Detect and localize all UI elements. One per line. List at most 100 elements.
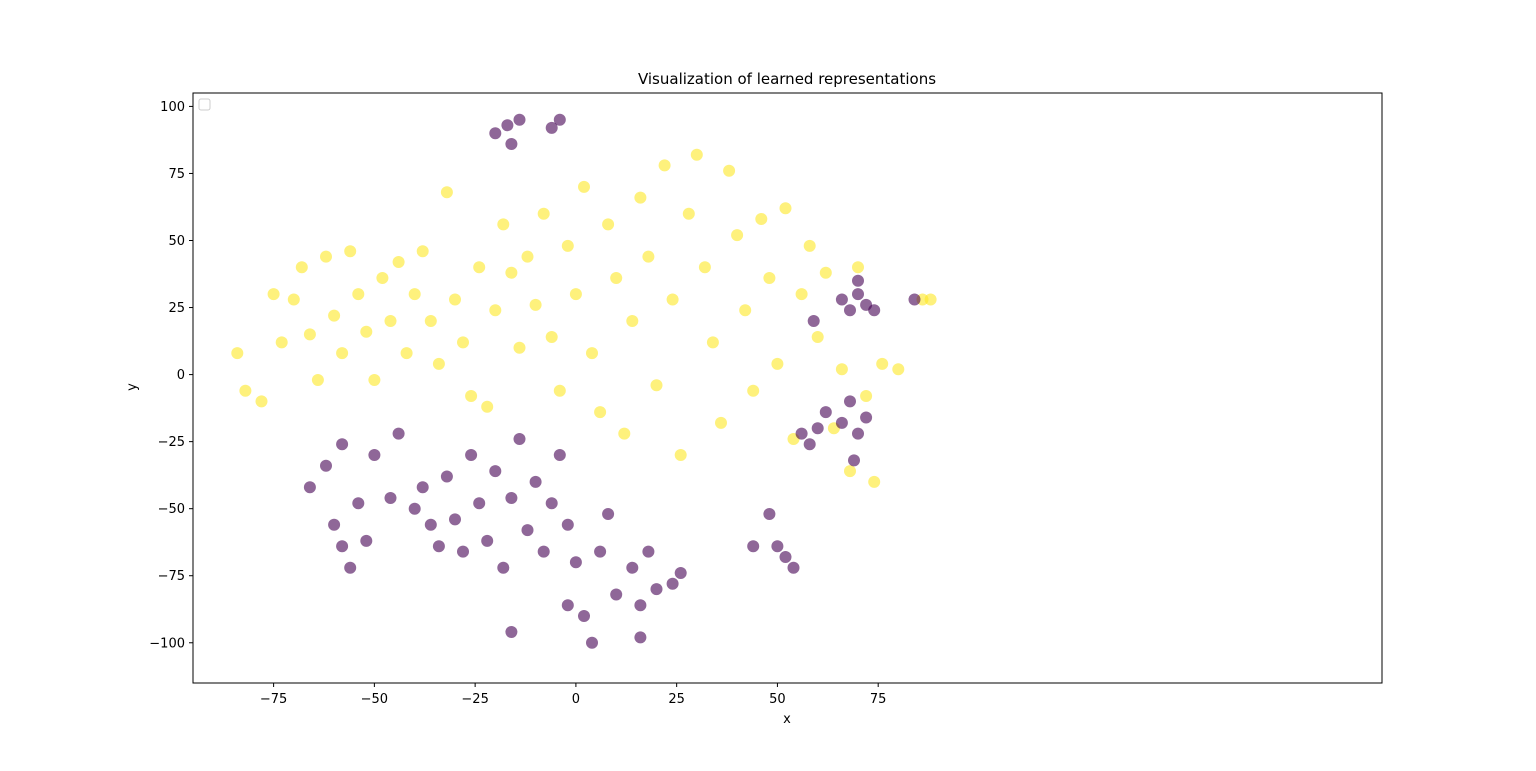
scatter-point bbox=[545, 497, 558, 510]
scatter-point bbox=[706, 336, 719, 349]
scatter-point bbox=[376, 272, 389, 284]
scatter-point bbox=[848, 454, 860, 467]
scatter-point bbox=[747, 540, 760, 553]
scatter-point bbox=[336, 438, 349, 451]
scatter-point bbox=[698, 261, 711, 274]
scatter-point bbox=[811, 422, 824, 435]
scatter-point bbox=[618, 427, 631, 440]
scatter-point bbox=[481, 534, 494, 547]
y-tick-label: 100 bbox=[160, 100, 185, 115]
scatter-point bbox=[819, 406, 832, 419]
scatter-point bbox=[473, 261, 486, 274]
y-tick-label: −25 bbox=[158, 435, 185, 450]
scatter-point bbox=[513, 341, 526, 354]
scatter-point bbox=[723, 164, 736, 177]
scatter-point bbox=[852, 427, 864, 440]
scatter-point bbox=[267, 288, 280, 301]
scatter-point bbox=[513, 113, 526, 126]
x-axis-label: x bbox=[783, 712, 791, 727]
y-tick-label: 50 bbox=[168, 234, 185, 249]
scatter-point bbox=[408, 502, 421, 515]
scatter-point bbox=[868, 475, 881, 488]
scatter-point bbox=[545, 121, 558, 134]
scatter-point bbox=[569, 556, 582, 569]
scatter-point bbox=[674, 449, 687, 461]
scatter-point bbox=[602, 218, 615, 231]
scatter-point bbox=[424, 315, 437, 327]
scatter-point bbox=[795, 427, 808, 440]
scatter-point bbox=[275, 336, 288, 349]
scatter-point bbox=[586, 636, 598, 649]
scatter-point bbox=[763, 508, 776, 520]
ticks-layer: −75 −50 −25 0 25 50 75 −100 −75 −50 −25 0 25 50 75 100 bbox=[149, 100, 886, 707]
scatter-point bbox=[457, 336, 469, 349]
scatter-point bbox=[779, 551, 792, 563]
scatter-point bbox=[892, 363, 905, 376]
scatter-point bbox=[489, 465, 502, 478]
scatter-point bbox=[360, 534, 373, 547]
scatter-point bbox=[537, 545, 550, 558]
scatter-point bbox=[690, 148, 703, 161]
legend-box bbox=[198, 98, 211, 111]
scatter-point bbox=[860, 411, 873, 424]
scatter-point bbox=[682, 207, 695, 220]
scatter-point bbox=[344, 245, 357, 258]
scatter-point bbox=[835, 416, 848, 429]
scatter-point bbox=[328, 518, 341, 531]
scatter-point bbox=[513, 433, 526, 445]
scatter-point bbox=[521, 524, 534, 537]
scatter-point bbox=[634, 599, 647, 612]
scatter-point bbox=[610, 588, 623, 601]
scatter-point bbox=[807, 315, 820, 327]
scatter-point bbox=[860, 390, 873, 402]
scatter-point bbox=[489, 127, 502, 140]
scatter-point bbox=[303, 481, 316, 494]
scatter-point bbox=[731, 229, 744, 242]
y-tick-label: −75 bbox=[158, 569, 185, 584]
x-tick-label: −75 bbox=[260, 692, 287, 707]
scatter-point bbox=[835, 293, 848, 306]
scatter-point bbox=[553, 449, 566, 461]
scatter-point bbox=[578, 180, 590, 193]
scatter-point bbox=[787, 561, 800, 574]
scatter-point bbox=[501, 119, 514, 132]
scatter-point bbox=[457, 545, 469, 558]
scatter-point bbox=[594, 406, 607, 419]
scatter-point bbox=[634, 631, 647, 644]
scatter-point bbox=[715, 416, 727, 429]
y-tick-label: −100 bbox=[149, 636, 185, 651]
scatter-point bbox=[440, 186, 453, 199]
scatter-point bbox=[852, 274, 864, 287]
scatter-point bbox=[505, 266, 518, 279]
scatter-point bbox=[521, 250, 534, 263]
scatter-point bbox=[489, 304, 502, 317]
scatter-point bbox=[771, 540, 784, 553]
scatter-point bbox=[352, 497, 365, 510]
x-tick-label: −50 bbox=[361, 692, 388, 707]
scatter-point bbox=[400, 347, 413, 360]
scatter-point bbox=[569, 288, 582, 301]
scatter-point bbox=[368, 374, 381, 386]
scatter-point bbox=[795, 288, 808, 301]
scatter-point bbox=[497, 561, 510, 574]
scatter-point bbox=[642, 250, 655, 263]
scatter-point bbox=[432, 540, 445, 553]
scatter-point bbox=[602, 508, 615, 520]
scatter-point bbox=[852, 288, 864, 301]
scatter-point bbox=[392, 256, 405, 268]
scatter-point bbox=[626, 315, 639, 327]
scatter-point bbox=[610, 272, 623, 284]
scatter-point bbox=[650, 379, 663, 392]
scatter-point bbox=[634, 191, 647, 204]
scatter-point bbox=[561, 518, 574, 531]
scatter-point bbox=[658, 159, 671, 172]
x-tick-label: 25 bbox=[668, 692, 685, 707]
plot-frame bbox=[192, 92, 1383, 684]
points-layer bbox=[231, 113, 937, 649]
scatter-point bbox=[642, 545, 655, 558]
scatter-point bbox=[505, 492, 518, 504]
x-tick-label: 0 bbox=[572, 692, 580, 707]
scatter-point bbox=[352, 288, 365, 301]
scatter-point bbox=[320, 250, 332, 263]
scatter-point bbox=[481, 400, 494, 413]
